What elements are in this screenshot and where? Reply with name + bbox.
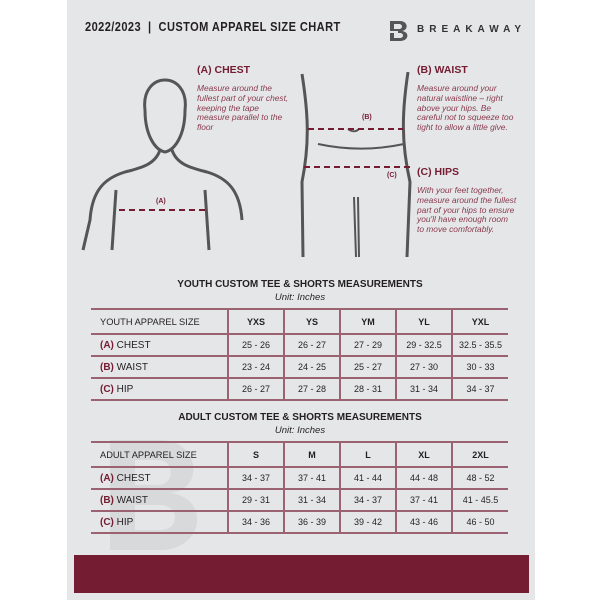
row-letter: (C)	[100, 383, 114, 395]
header-cell: YXL	[451, 308, 508, 335]
cell: 32.5 - 35.5	[451, 333, 508, 357]
row-label: WAIST	[116, 361, 148, 373]
adult-size-table: ADULT APPAREL SIZE S M L XL 2XL (A) CHES…	[91, 441, 508, 534]
cell: 29 - 31	[227, 488, 284, 512]
cell: 41 - 45.5	[451, 488, 508, 512]
header-cell: YL	[395, 308, 452, 335]
row-letter: (B)	[100, 494, 114, 506]
header-cell: YS	[283, 308, 340, 335]
cell: 31 - 34	[395, 377, 452, 401]
youth-table-title: YOUTH CUSTOM TEE & SHORTS MEASUREMENTS	[177, 279, 423, 290]
hips-heading: (C) HIPS	[417, 166, 459, 178]
header-cell: M	[283, 441, 340, 468]
table-row: (B) WAIST 23 - 24 24 - 25 25 - 27 27 - 30 30 …	[91, 355, 508, 379]
table-row: (A) CHEST 34 - 37 37 - 41 41 - 44 44 - 48 48 …	[91, 466, 508, 490]
lower-body-figure	[300, 72, 412, 258]
cell: 26 - 27	[227, 377, 284, 401]
header-cell: YXS	[227, 308, 284, 335]
header-cell: L	[339, 441, 396, 468]
row-label: CHEST	[116, 339, 151, 351]
cell: 34 - 37	[227, 466, 284, 490]
cell: 41 - 44	[339, 466, 396, 490]
cell: 39 - 42	[339, 510, 396, 534]
cell: 30 - 33	[451, 355, 508, 379]
table-header-row: ADULT APPAREL SIZE S M L XL 2XL	[91, 441, 508, 468]
cell: 43 - 46	[395, 510, 452, 534]
cell: 27 - 29	[339, 333, 396, 357]
cell: 25 - 27	[339, 355, 396, 379]
hips-marker: (C)	[387, 172, 397, 179]
header-cell: YM	[339, 308, 396, 335]
cell: 34 - 36	[227, 510, 284, 534]
upper-body-figure	[81, 78, 244, 251]
cell: 26 - 27	[283, 333, 340, 357]
row-letter: (A)	[100, 339, 114, 351]
row-letter: (A)	[100, 472, 114, 484]
youth-table-unit: Unit: Inches	[274, 292, 326, 303]
cell: 46 - 50	[451, 510, 508, 534]
adult-table-title: ADULT CUSTOM TEE & SHORTS MEASUREMENTS	[178, 412, 422, 423]
cell: 44 - 48	[395, 466, 452, 490]
cell: 27 - 28	[283, 377, 340, 401]
cell: 25 - 26	[227, 333, 284, 357]
cell: 48 - 52	[451, 466, 508, 490]
row-label: WAIST	[116, 494, 148, 506]
cell: 37 - 41	[395, 488, 452, 512]
row-label: HIP	[116, 383, 134, 395]
header-cell: XL	[395, 441, 452, 468]
table-row: (B) WAIST 29 - 31 31 - 34 34 - 37 37 - 41 41 …	[91, 488, 508, 512]
youth-size-table: YOUTH APPAREL SIZE YXS YS YM YL YXL (A) …	[91, 308, 508, 401]
header-cell: ADULT APPAREL SIZE	[91, 441, 228, 468]
footer-band	[74, 555, 529, 593]
header-cell: S	[227, 441, 284, 468]
waist-heading: (B) WAIST	[417, 64, 468, 76]
brand-name: BREAKAWAY	[417, 24, 527, 35]
cell: 31 - 34	[283, 488, 340, 512]
header-cell: 2XL	[451, 441, 508, 468]
adult-table-unit: Unit: Inches	[274, 425, 326, 436]
table-row: (C) HIP 34 - 36 36 - 39 39 - 42 43 - 46 46 - …	[91, 510, 508, 534]
waist-marker: (B)	[362, 114, 372, 121]
page-title: 2022/2023 | CUSTOM APPAREL SIZE CHART	[85, 19, 341, 34]
table-header-row: YOUTH APPAREL SIZE YXS YS YM YL YXL	[91, 308, 508, 335]
row-letter: (B)	[100, 361, 114, 373]
header-cell: YOUTH APPAREL SIZE	[91, 308, 228, 335]
waist-instructions: Measure around your natural waistline – …	[417, 83, 514, 133]
cell: 37 - 41	[283, 466, 340, 490]
chest-heading: (A) CHEST	[197, 64, 251, 76]
hips-instructions: With your feet together, measure around …	[417, 185, 517, 235]
breakaway-logo-icon	[384, 21, 408, 41]
cell: 23 - 24	[227, 355, 284, 379]
table-row: (A) CHEST 25 - 26 26 - 27 27 - 29 29 - 32.5 3…	[91, 333, 508, 357]
cell: 27 - 30	[395, 355, 452, 379]
row-label: HIP	[116, 516, 134, 528]
cell: 24 - 25	[283, 355, 340, 379]
chest-marker: (A)	[156, 198, 166, 205]
chest-instructions: Measure around the fullest part of your …	[197, 83, 289, 133]
row-label: CHEST	[116, 472, 151, 484]
row-letter: (C)	[100, 516, 114, 528]
cell: 34 - 37	[339, 488, 396, 512]
cell: 34 - 37	[451, 377, 508, 401]
cell: 29 - 32.5	[395, 333, 452, 357]
cell: 36 - 39	[283, 510, 340, 534]
cell: 28 - 31	[339, 377, 396, 401]
table-row: (C) HIP 26 - 27 27 - 28 28 - 31 31 - 34 34 - …	[91, 377, 508, 401]
